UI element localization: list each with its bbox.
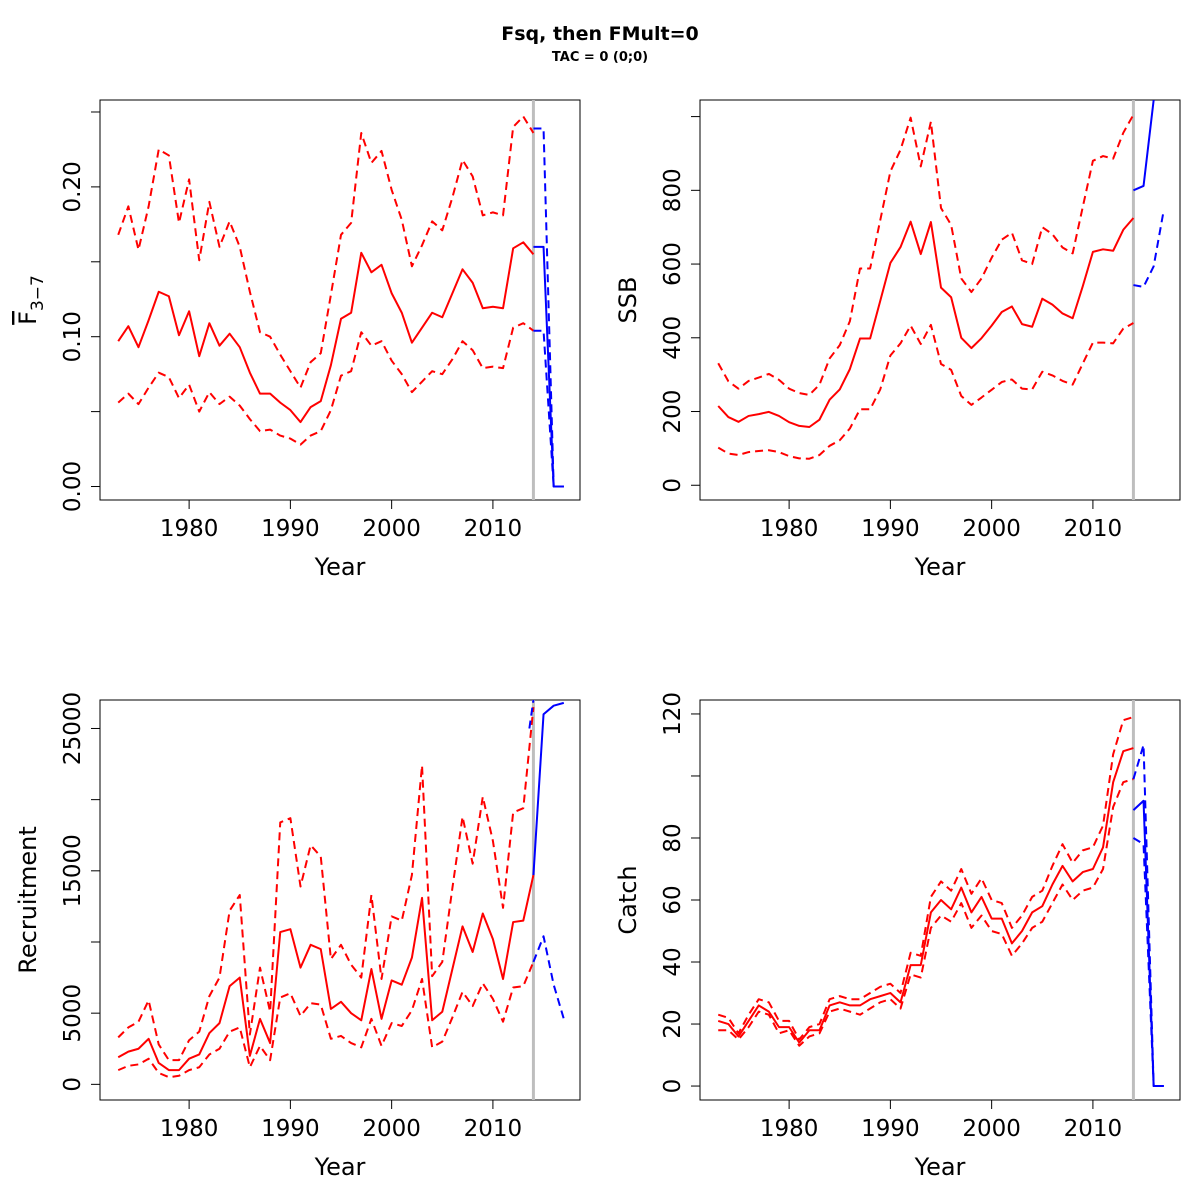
x-tick-label: 2000 — [362, 516, 421, 542]
y-tick-label: 0.00 — [60, 461, 86, 512]
series-forecast-upper — [533, 127, 564, 488]
series-historic-median — [717, 217, 1135, 428]
plot-frame — [699, 99, 1181, 501]
panel-catch: 1980 1990 2000 2010 0 20 40 60 80 120 Year Catch — [614, 692, 1181, 1181]
panel-recruitment: 1980 1990 2000 2010 0 5000 15000 25000 Year Recru… — [14, 692, 581, 1181]
x-tick-label: 2000 — [962, 1116, 1021, 1142]
series-historic-median — [117, 874, 535, 1072]
series-group — [117, 100, 564, 500]
y-tick-label: 80 — [660, 823, 686, 852]
plot-frame — [99, 699, 581, 1101]
y-tick-label: 200 — [660, 390, 686, 434]
panels: 1980 1990 2000 20100.000.100.20YearF3−71980… — [14, 99, 1181, 1181]
series-forecast-upper — [1132, 743, 1164, 1088]
x-tick-label: 2010 — [464, 516, 523, 542]
x-tick-label: 2010 — [1064, 1116, 1123, 1142]
x-tick-label: 1990 — [261, 1116, 320, 1142]
x-tick-label: 1980 — [760, 1116, 819, 1142]
figure-subtitle: TAC = 0 (0;0) — [552, 50, 648, 65]
y-tick-label: 800 — [660, 168, 686, 212]
series-historic-upper — [717, 114, 1135, 396]
x-axis-label: Year — [314, 1153, 366, 1181]
series-group — [117, 700, 565, 1100]
y-axis-label: Catch — [614, 865, 642, 934]
x-axis-label: Year — [314, 553, 366, 581]
x-tick-label: 2000 — [962, 516, 1021, 542]
series-historic-upper — [117, 707, 535, 1062]
x-tick-label: 1990 — [861, 1116, 920, 1142]
series-historic-median — [717, 747, 1134, 1044]
y-tick-label: 120 — [660, 692, 686, 736]
series-historic-upper — [117, 115, 535, 389]
x-tick-label: 1980 — [160, 1116, 219, 1142]
figure-title: Fsq, then FMult=0 — [501, 23, 699, 45]
x-axis-label: Year — [914, 553, 966, 581]
series-historic-lower — [117, 961, 535, 1079]
y-axis-label: Recruitment — [14, 826, 42, 973]
x-tick-label: 2010 — [464, 1116, 523, 1142]
plot-frame — [99, 99, 581, 501]
series-forecast-median — [1133, 100, 1155, 192]
y-tick-label: 0.20 — [60, 161, 86, 212]
y-tick-label: 40 — [660, 947, 686, 976]
series-group — [717, 700, 1164, 1100]
series-historic-lower — [718, 778, 1134, 1047]
x-axis-label: Year — [914, 1153, 966, 1181]
y-tick-label: 60 — [660, 885, 686, 914]
series-forecast-median — [533, 245, 564, 488]
y-tick-label: 20 — [660, 1009, 686, 1038]
y-tick-label: 0 — [660, 1079, 686, 1094]
series-historic-median — [117, 241, 535, 424]
series-forecast-lower — [1132, 837, 1164, 1088]
y-tick-label: 15000 — [60, 834, 86, 907]
series-forecast-lower — [1133, 209, 1165, 288]
series-group — [717, 100, 1165, 500]
series-forecast-median — [532, 701, 565, 876]
x-tick-label: 2000 — [362, 1116, 421, 1142]
series-forecast-lower — [532, 935, 565, 1020]
y-axis-label-main: F — [14, 311, 42, 325]
y-tick-label: 0 — [660, 478, 686, 493]
y-tick-label: 0 — [60, 1077, 86, 1092]
y-axis-label: SSB — [614, 277, 642, 324]
series-historic-lower — [117, 322, 535, 446]
y-tick-label: 25000 — [60, 692, 86, 765]
series-forecast-upper — [528, 700, 535, 729]
series-historic-lower — [717, 322, 1134, 460]
x-tick-label: 1980 — [160, 516, 219, 542]
y-axis-label-subscript: 3−7 — [28, 275, 48, 311]
x-tick-label: 2010 — [1064, 516, 1123, 542]
y-axis-label: F3−7 — [14, 275, 48, 325]
panel-fbar: 1980 1990 2000 2010 0.00 0.10 0.20 Year F3−7 — [14, 99, 581, 581]
y-tick-label: 5000 — [60, 984, 86, 1043]
x-tick-label: 1990 — [861, 516, 920, 542]
y-tick-label: 0.10 — [60, 311, 86, 362]
x-tick-label: 1990 — [261, 516, 320, 542]
series-historic-upper — [717, 716, 1134, 1041]
y-tick-label: 400 — [660, 316, 686, 360]
panel-ssb: 1980 1990 2000 2010 0 200 400 600 800 Year SSB — [614, 99, 1181, 581]
x-tick-label: 1980 — [760, 516, 819, 542]
y-tick-label: 600 — [660, 242, 686, 286]
series-forecast-lower — [533, 329, 564, 488]
